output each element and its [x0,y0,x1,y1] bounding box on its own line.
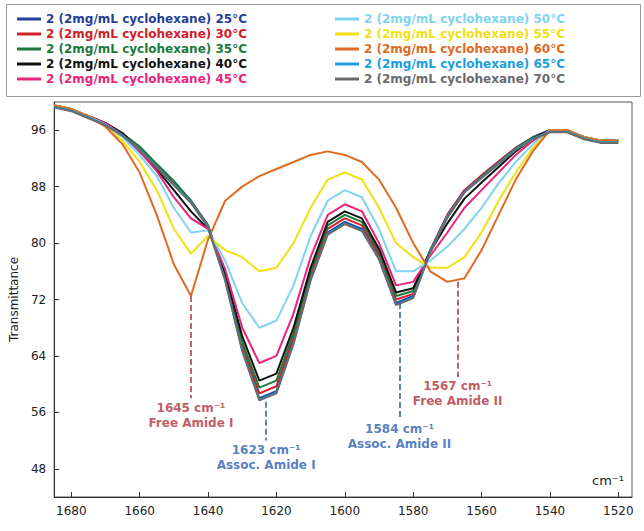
svg-text:2 (2mg/mL cyclohexane) 40°C: 2 (2mg/mL cyclohexane) 40°C [46,57,247,71]
svg-text:1540: 1540 [535,504,566,518]
svg-text:2 (2mg/mL cyclohexane) 35°C: 2 (2mg/mL cyclohexane) 35°C [46,42,247,56]
svg-text:2 (2mg/mL cyclohexane) 65°C: 2 (2mg/mL cyclohexane) 65°C [364,57,565,71]
svg-text:1560: 1560 [466,504,497,518]
svg-text:2 (2mg/mL cyclohexane) 30°C: 2 (2mg/mL cyclohexane) 30°C [46,27,247,41]
svg-text:1680: 1680 [56,504,87,518]
svg-text:1645 cm⁻¹: 1645 cm⁻¹ [157,401,226,415]
svg-text:1620: 1620 [261,504,292,518]
svg-text:96: 96 [31,123,46,137]
svg-text:80: 80 [31,236,46,250]
svg-text:1584 cm⁻¹: 1584 cm⁻¹ [365,422,434,436]
svg-text:1567 cm⁻¹: 1567 cm⁻¹ [423,379,492,393]
svg-text:2 (2mg/mL cyclohexane) 55°C: 2 (2mg/mL cyclohexane) 55°C [364,27,565,41]
svg-text:2 (2mg/mL cyclohexane) 70°C: 2 (2mg/mL cyclohexane) 70°C [364,72,565,86]
svg-text:Assoc. Amide I: Assoc. Amide I [217,458,316,472]
svg-text:56: 56 [31,405,46,419]
svg-text:72: 72 [31,293,46,307]
svg-text:1623 cm⁻¹: 1623 cm⁻¹ [232,443,301,457]
svg-text:Free Amide I: Free Amide I [148,416,233,430]
svg-text:48: 48 [31,462,46,476]
svg-text:1640: 1640 [193,504,224,518]
svg-text:1600: 1600 [330,504,361,518]
svg-text:2 (2mg/mL cyclohexane) 25°C: 2 (2mg/mL cyclohexane) 25°C [46,12,247,26]
svg-text:cm⁻¹: cm⁻¹ [592,473,624,488]
svg-text:Transmittance: Transmittance [7,257,21,343]
svg-text:64: 64 [31,349,46,363]
svg-text:2 (2mg/mL cyclohexane) 50°C: 2 (2mg/mL cyclohexane) 50°C [364,12,565,26]
svg-text:1660: 1660 [124,504,155,518]
svg-text:1580: 1580 [398,504,429,518]
svg-text:88: 88 [31,180,46,194]
svg-text:2 (2mg/mL cyclohexane) 45°C: 2 (2mg/mL cyclohexane) 45°C [46,72,247,86]
svg-text:1520: 1520 [603,504,634,518]
svg-text:2 (2mg/mL cyclohexane) 60°C: 2 (2mg/mL cyclohexane) 60°C [364,42,565,56]
svg-text:Free Amide II: Free Amide II [413,394,503,408]
svg-text:Assoc. Amide II: Assoc. Amide II [348,437,451,451]
